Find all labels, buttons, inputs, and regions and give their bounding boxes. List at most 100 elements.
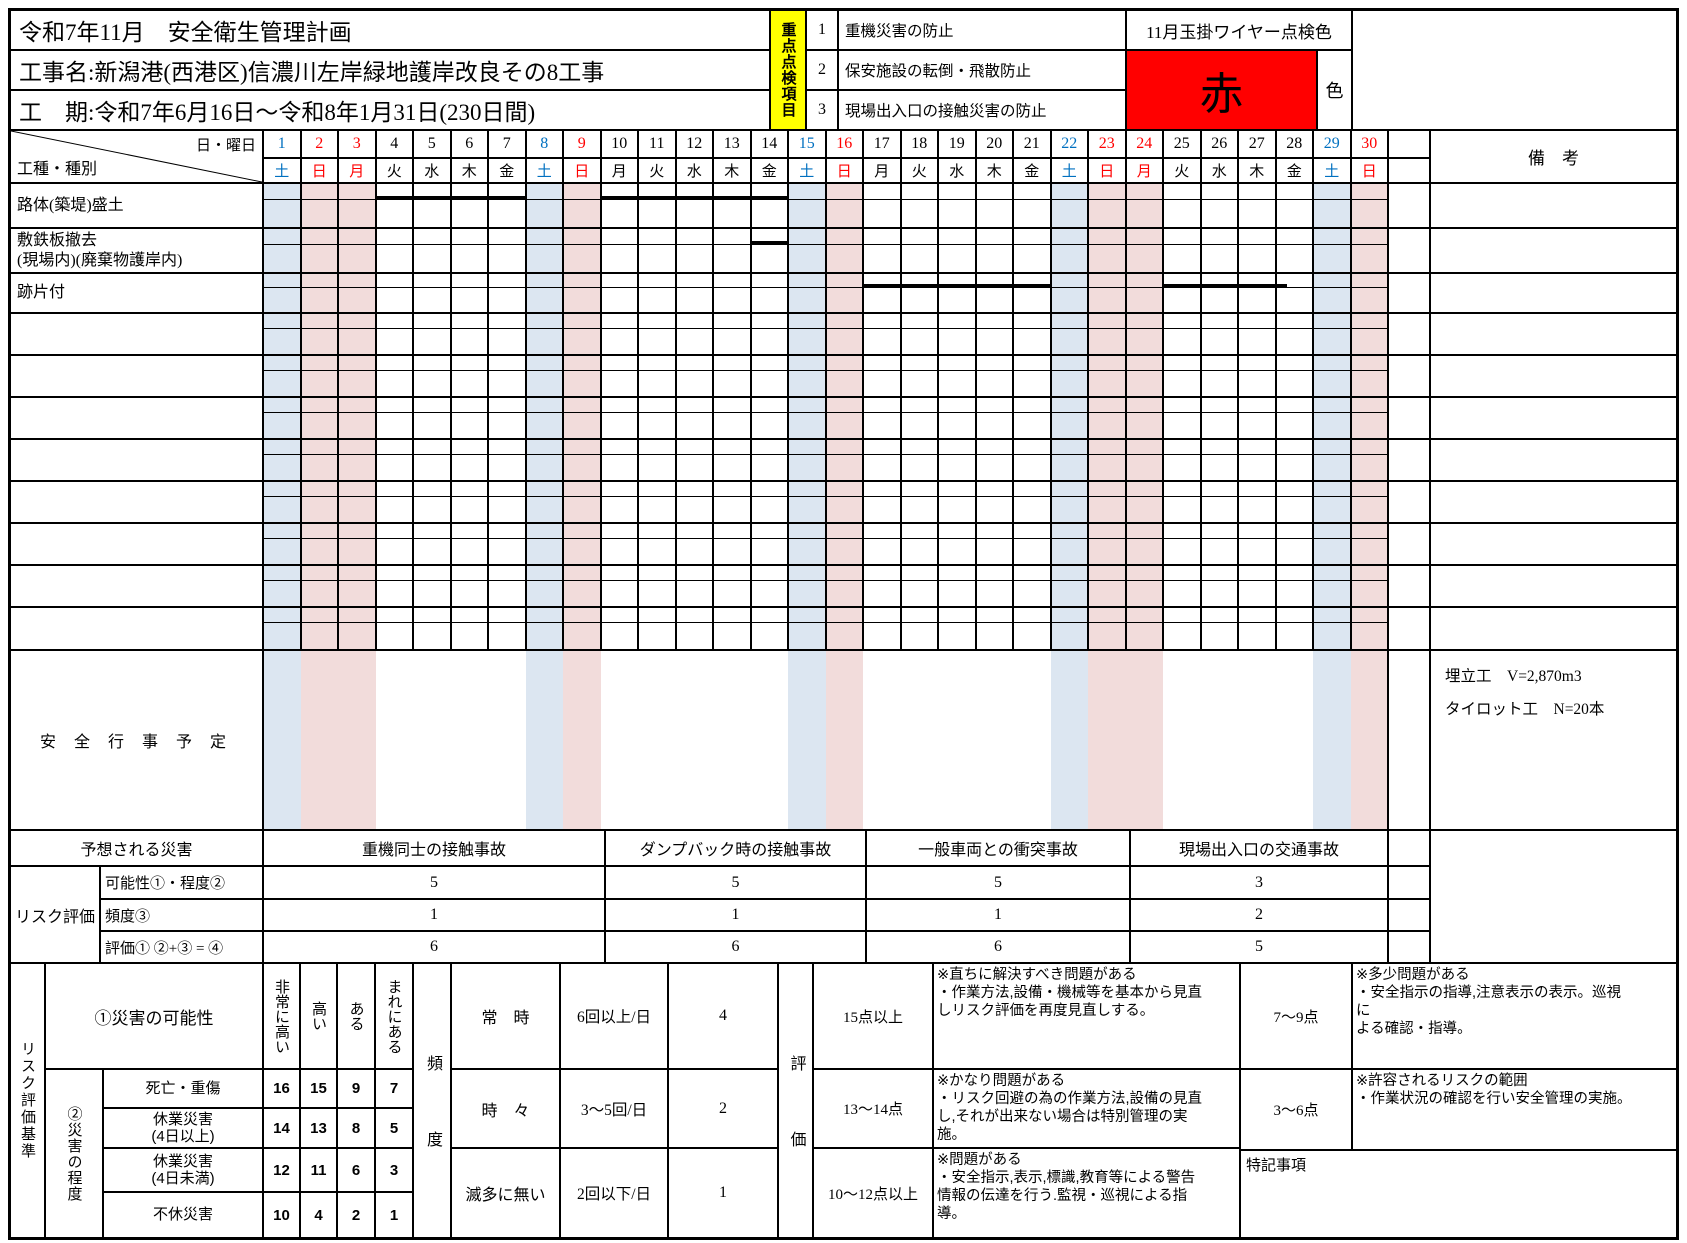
day-subline — [938, 579, 975, 581]
day-subline — [788, 411, 825, 413]
day-cell — [1013, 607, 1051, 650]
day-cell — [1238, 228, 1276, 273]
day-cell — [450, 523, 488, 565]
day-cell — [675, 355, 713, 397]
day-number: 7 — [488, 130, 526, 158]
day-subline — [976, 369, 1013, 371]
day-cell — [1088, 313, 1126, 355]
day-cell — [788, 607, 826, 650]
event-day-band — [825, 650, 863, 830]
narrow-cell — [1388, 228, 1430, 273]
day-subline — [451, 411, 488, 413]
day-cell — [1050, 565, 1088, 607]
day-subline — [301, 579, 338, 581]
day-cell — [1313, 481, 1351, 523]
day-subline — [713, 622, 750, 624]
day-cell — [900, 481, 938, 523]
day-cell — [300, 313, 338, 355]
day-subline — [1051, 537, 1088, 539]
expected-hazards-label: 予想される災害 — [10, 830, 263, 866]
day-number: 13 — [713, 130, 751, 158]
frequency-score: 1 — [668, 1148, 778, 1238]
day-subline — [451, 579, 488, 581]
day-cell — [1125, 273, 1163, 313]
day-cell — [1163, 523, 1201, 565]
day-subline — [826, 369, 863, 371]
day-cell — [638, 565, 676, 607]
day-subline — [1238, 327, 1275, 329]
day-cell — [1125, 565, 1163, 607]
day-cell — [713, 355, 751, 397]
day-cell — [1238, 523, 1276, 565]
day-cell — [1238, 273, 1276, 313]
day-subline — [563, 495, 600, 497]
day-subline — [751, 622, 788, 624]
day-number: 3 — [338, 130, 376, 158]
day-subline — [263, 579, 300, 581]
day-subline — [563, 243, 600, 245]
day-subline — [938, 411, 975, 413]
day-subline — [788, 579, 825, 581]
day-subline — [1201, 537, 1238, 539]
day-cell — [825, 481, 863, 523]
day-subline — [826, 243, 863, 245]
eval-note: ※直ちに解決すべき問題がある ・作業方法,設備・機械等を基本から見直 しリスク評… — [933, 963, 1240, 1069]
day-subline — [751, 537, 788, 539]
day-cell — [300, 228, 338, 273]
day-cell — [825, 565, 863, 607]
eval-note: ※問題がある ・安全指示,表示,標識,教育等による警告 情報の伝達を行う.監視・… — [933, 1148, 1240, 1238]
day-cell — [863, 183, 901, 228]
gantt-bar — [863, 284, 1051, 289]
day-weekday: 水 — [413, 158, 451, 183]
day-subline — [901, 369, 938, 371]
day-cell — [563, 228, 601, 273]
day-subline — [713, 327, 750, 329]
day-cell — [938, 523, 976, 565]
day-cell — [1350, 481, 1388, 523]
day-subline — [713, 579, 750, 581]
day-subline — [638, 327, 675, 329]
day-cell — [1125, 523, 1163, 565]
day-subline — [676, 495, 713, 497]
event-day-band — [1088, 650, 1126, 830]
day-subline — [451, 369, 488, 371]
frequency-desc: 6回以上/日 — [560, 963, 668, 1069]
day-subline — [638, 411, 675, 413]
day-subline — [976, 327, 1013, 329]
day-cell — [600, 183, 638, 228]
day-weekday: 月 — [338, 158, 376, 183]
day-cell — [900, 565, 938, 607]
day-cell — [975, 565, 1013, 607]
day-cell — [1313, 397, 1351, 439]
task-label — [10, 397, 263, 439]
day-subline — [1351, 453, 1388, 455]
day-subline — [263, 287, 300, 289]
day-cell — [1238, 565, 1276, 607]
narrow-cell — [1388, 565, 1430, 607]
day-cell — [563, 397, 601, 439]
wire-color-cell: 赤 — [1126, 50, 1317, 130]
day-cell — [1013, 355, 1051, 397]
day-number: 28 — [1275, 130, 1313, 158]
day-cell — [263, 228, 301, 273]
day-subline — [976, 453, 1013, 455]
narrow-cell — [1388, 439, 1430, 481]
day-cell — [1163, 439, 1201, 481]
day-cell — [563, 565, 601, 607]
day-cell — [375, 313, 413, 355]
day-cell — [713, 228, 751, 273]
day-subline — [563, 411, 600, 413]
frequency-score: 2 — [668, 1069, 778, 1148]
day-weekday: 木 — [450, 158, 488, 183]
day-cell — [750, 607, 788, 650]
day-subline — [676, 579, 713, 581]
day-cell — [863, 607, 901, 650]
day-cell — [525, 313, 563, 355]
risk-assessment-label: リスク評価 — [10, 866, 100, 963]
day-cell — [713, 607, 751, 650]
day-cell — [750, 397, 788, 439]
day-subline — [826, 579, 863, 581]
day-subline — [901, 622, 938, 624]
day-cell — [788, 273, 826, 313]
day-cell — [713, 523, 751, 565]
